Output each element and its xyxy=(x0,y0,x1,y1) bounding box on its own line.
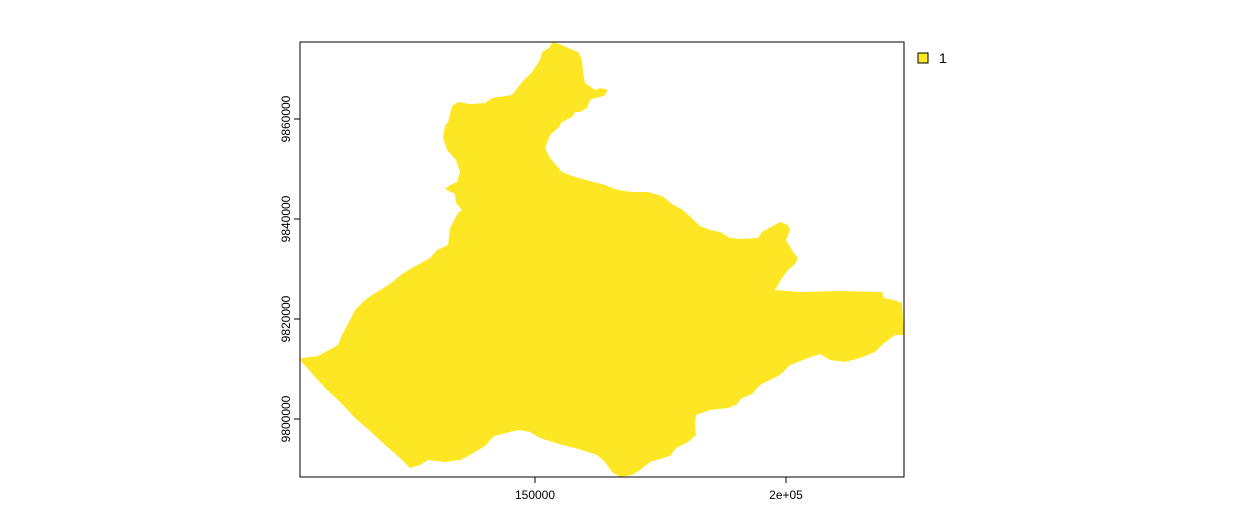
y-tick-label: 9840000 xyxy=(279,195,293,242)
plot-frame xyxy=(299,41,905,478)
x-axis: 150000 2e+05 xyxy=(515,477,803,502)
legend: 1 xyxy=(917,50,947,66)
y-tick-label: 9820000 xyxy=(279,295,293,342)
y-tick-label: 9860000 xyxy=(279,95,293,142)
region-polygon xyxy=(300,42,904,477)
y-tick-label: 9800000 xyxy=(279,395,293,442)
y-axis: 9860000 9840000 9820000 9800000 xyxy=(279,95,300,442)
x-tick-label: 150000 xyxy=(515,488,555,502)
legend-swatch xyxy=(917,52,929,64)
legend-label: 1 xyxy=(939,50,947,66)
x-tick-label: 2e+05 xyxy=(769,488,803,502)
